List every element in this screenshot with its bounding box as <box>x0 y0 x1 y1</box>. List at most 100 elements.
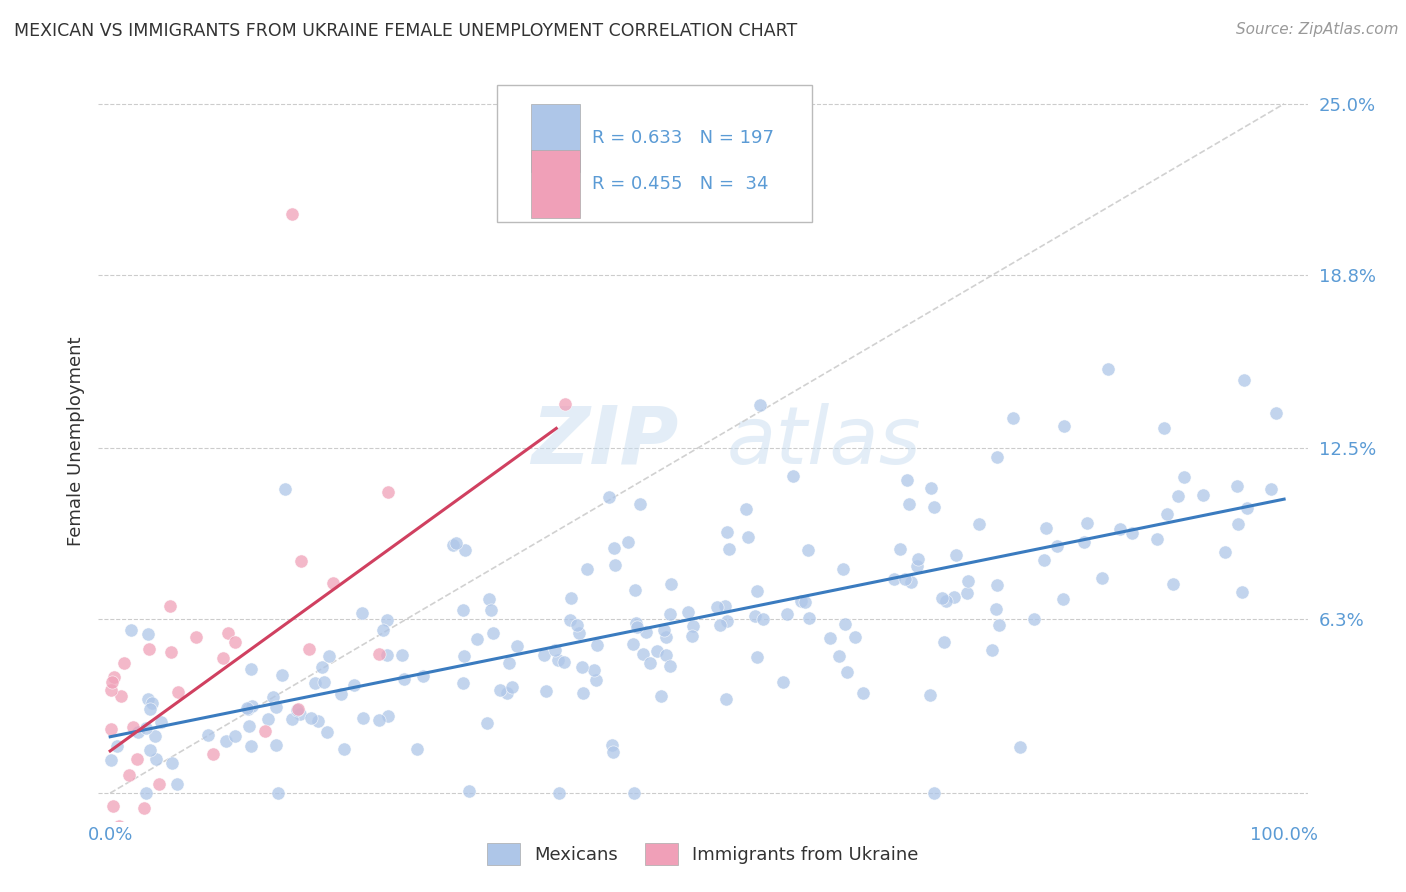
Point <box>145 729 167 743</box>
Point <box>922 500 945 514</box>
Point <box>621 637 644 651</box>
Point <box>441 538 464 552</box>
Point <box>375 648 398 662</box>
Point <box>281 207 304 221</box>
Point <box>103 670 125 684</box>
Point <box>681 628 703 642</box>
Point <box>1167 489 1189 503</box>
Bar <box>531 150 579 218</box>
Point <box>554 397 576 411</box>
Point <box>956 574 979 589</box>
Point <box>626 619 648 633</box>
Point <box>330 688 353 702</box>
Legend: Mexicans, Immigrants from Ukraine: Mexicans, Immigrants from Ukraine <box>481 836 925 872</box>
Point <box>943 590 966 604</box>
Point <box>624 582 647 597</box>
Point <box>631 647 654 661</box>
Point <box>217 626 239 640</box>
Point <box>135 721 157 735</box>
Point <box>159 645 181 659</box>
Point <box>307 714 329 728</box>
Point <box>1121 525 1143 540</box>
Point <box>582 664 605 678</box>
Point <box>166 777 188 791</box>
Point <box>605 558 627 572</box>
Point <box>924 786 946 800</box>
Point <box>212 651 235 665</box>
Text: R = 0.455   N =  34: R = 0.455 N = 34 <box>592 175 768 193</box>
Point <box>458 784 481 798</box>
Point <box>737 529 759 543</box>
Point <box>654 630 676 644</box>
Point <box>135 786 157 800</box>
Point <box>716 524 738 539</box>
Point <box>263 690 285 704</box>
Point <box>465 632 488 646</box>
Point <box>141 696 163 710</box>
Point <box>967 516 990 531</box>
Point <box>290 554 312 568</box>
Point <box>444 536 467 550</box>
Point <box>377 709 399 723</box>
Text: MEXICAN VS IMMIGRANTS FROM UKRAINE FEMALE UNEMPLOYMENT CORRELATION CHART: MEXICAN VS IMMIGRANTS FROM UKRAINE FEMAL… <box>14 22 797 40</box>
Text: Source: ZipAtlas.com: Source: ZipAtlas.com <box>1236 22 1399 37</box>
Point <box>560 613 582 627</box>
Point <box>658 659 681 673</box>
Point <box>934 634 956 648</box>
Point <box>479 603 502 617</box>
Point <box>602 738 624 752</box>
Point <box>713 599 735 614</box>
Point <box>412 669 434 683</box>
Point <box>299 710 322 724</box>
Point <box>852 685 875 699</box>
Point <box>100 753 122 767</box>
FancyBboxPatch shape <box>498 85 811 221</box>
Point <box>894 572 917 586</box>
Point <box>1213 544 1236 558</box>
Point <box>652 623 675 637</box>
Point <box>585 673 607 687</box>
Point <box>108 820 131 834</box>
Point <box>377 485 399 500</box>
Point <box>560 591 582 605</box>
Point <box>1260 483 1282 497</box>
Point <box>602 745 624 759</box>
Point <box>352 607 374 621</box>
Point <box>1024 612 1046 626</box>
Point <box>100 683 122 698</box>
Point <box>645 644 668 658</box>
Point <box>240 698 263 713</box>
Point <box>352 711 374 725</box>
Point <box>150 715 173 730</box>
Point <box>184 841 207 855</box>
Point <box>343 678 366 692</box>
Point <box>1264 406 1286 420</box>
Point <box>506 639 529 653</box>
Point <box>101 675 124 690</box>
Point <box>544 642 567 657</box>
Point <box>236 702 259 716</box>
Point <box>1108 523 1130 537</box>
Point <box>1226 479 1249 493</box>
Point <box>536 683 558 698</box>
Point <box>298 641 321 656</box>
Point <box>285 703 308 717</box>
Point <box>375 613 398 627</box>
Point <box>287 702 309 716</box>
Point <box>920 481 942 495</box>
Point <box>167 685 190 699</box>
Point <box>270 668 292 682</box>
Point <box>797 543 820 558</box>
Point <box>603 541 626 556</box>
Point <box>1153 421 1175 435</box>
Point <box>453 676 475 690</box>
Point <box>980 643 1002 657</box>
Point <box>898 497 921 511</box>
Point <box>235 701 257 715</box>
Point <box>288 706 311 721</box>
Point <box>239 739 262 754</box>
Point <box>986 578 1008 592</box>
Point <box>883 572 905 586</box>
Point <box>406 741 429 756</box>
Point <box>547 652 569 666</box>
